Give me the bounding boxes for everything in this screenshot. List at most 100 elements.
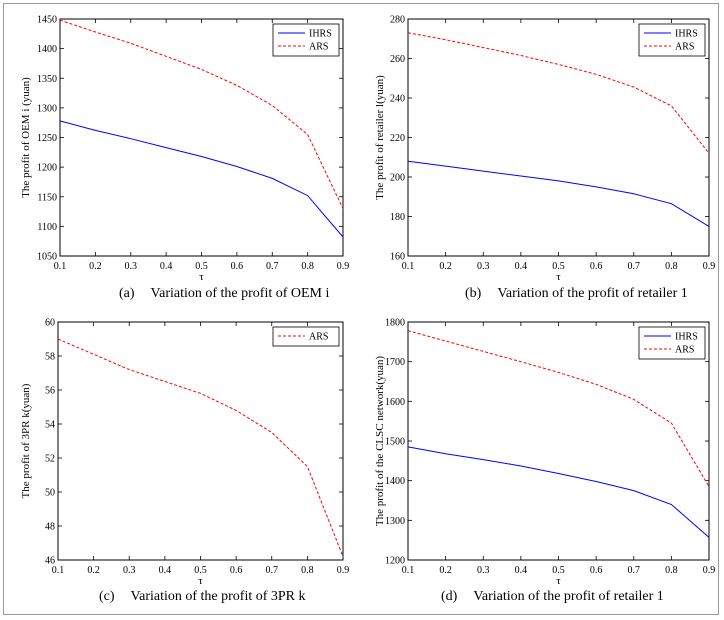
caption-d: (d) Variation of the profit of retailer 1 [441, 589, 664, 605]
x-tick-label-c: 0.2 [87, 565, 100, 576]
x-tick-label-c: 0.6 [230, 565, 243, 576]
x-tick-label-d: 0.7 [628, 565, 641, 576]
caption-b-label: (b) [465, 286, 482, 301]
chart-d: 0.1 0.2 0.3 0.4 0.5 0.6 0.7 0.8 0.9 1200 1300 1400 1… [374, 318, 715, 588]
y-tick-label-d: 1500 [385, 437, 405, 448]
plot-area-c [57, 321, 344, 561]
legend-c: ARS [272, 326, 340, 347]
x-tick-label-c: 0.1 [52, 565, 65, 576]
x-tick-label-d: 0.1 [402, 565, 415, 576]
y-tick-label-b: 220 [390, 133, 405, 144]
series-line-ars-c [57, 338, 344, 557]
legend-label-ars-a: ARS [309, 42, 328, 53]
x-tick-label-c: 0.4 [159, 565, 172, 576]
y-tick-label-c: 58 [45, 352, 55, 363]
y-tick-label-d: 1300 [385, 516, 405, 527]
legend-label-ars-c: ARS [309, 332, 328, 343]
y-tick-label-c: 50 [45, 488, 55, 499]
x-tick-label-c: 0.9 [337, 565, 350, 576]
x-tick-label-d: 0.2 [439, 565, 452, 576]
y-tick-label-a: 1250 [37, 133, 57, 144]
series-line-ihrs-a [59, 120, 344, 238]
y-tick-label-a: 1100 [37, 222, 57, 233]
y-tick-label-c: 56 [45, 386, 55, 397]
caption-d-label: (d) [441, 589, 458, 604]
x-tick-label-a: 0.8 [301, 261, 314, 272]
caption-c-label: (c) [99, 589, 115, 604]
x-tick-label-d: 0.3 [477, 565, 490, 576]
x-axis-label-c: τ [198, 575, 203, 587]
y-tick-label-a: 1150 [37, 192, 57, 203]
x-tick-label-b: 0.9 [703, 261, 716, 272]
x-tick-label-c: 0.3 [123, 565, 136, 576]
y-tick-label-c: 60 [45, 318, 55, 329]
x-tick-label-b: 0.7 [628, 261, 641, 272]
legend-b: IHRS ARS [638, 23, 706, 57]
y-axis-label-d: The profit of the CLSC network(yuan) [374, 356, 386, 526]
plot-area-d [407, 321, 710, 561]
x-tick-label-d: 0.5 [552, 565, 565, 576]
legend-a: IHRS ARS [272, 23, 340, 57]
y-tick-label-b: 280 [390, 15, 405, 26]
y-axis-label-c: The profit of 3PR k(yuan) [20, 383, 32, 498]
x-axis-label-b: τ [556, 271, 561, 283]
y-tick-label-a: 1050 [37, 252, 57, 263]
x-axis-label-a: τ [199, 271, 204, 283]
legend-label-ars-b: ARS [675, 42, 694, 53]
y-tick-label-d: 1600 [385, 397, 405, 408]
x-tick-label-a: 0.2 [89, 261, 102, 272]
y-tick-label-d: 1200 [385, 556, 405, 567]
y-tick-label-b: 200 [390, 173, 405, 184]
series-line-ihrs-b [407, 160, 710, 227]
x-tick-label-d: 0.8 [665, 565, 678, 576]
y-tick-label-a: 1200 [37, 163, 57, 174]
y-tick-label-d: 1700 [385, 357, 405, 368]
y-tick-label-b: 240 [390, 94, 405, 105]
caption-a-label: (a) [119, 286, 135, 301]
chart-c: 0.1 0.2 0.3 0.4 0.5 0.6 0.7 0.8 0.9 46 48 50 52 54 56 5… [20, 318, 349, 588]
plot-area-b [407, 18, 710, 257]
x-tick-label-d: 0.4 [515, 565, 528, 576]
y-tick-label-b: 260 [390, 54, 405, 65]
x-tick-label-d: 0.6 [590, 565, 603, 576]
x-tick-label-b: 0.1 [402, 261, 415, 272]
chart-a: 0.1 0.2 0.3 0.4 0.5 0.6 0.7 0.8 0.9 1050 1100 1150 1… [20, 15, 349, 284]
y-tick-label-b: 160 [390, 252, 405, 263]
legend-label-ihrs-b: IHRS [675, 29, 698, 40]
caption-c: (c) Variation of the profit of 3PR k [99, 589, 306, 605]
caption-d-text: Variation of the profit of retailer 1 [473, 589, 664, 604]
x-tick-label-b: 0.5 [552, 261, 565, 272]
x-tick-label-b: 0.6 [590, 261, 603, 272]
y-tick-label-c: 48 [45, 522, 55, 533]
x-tick-label-a: 0.3 [125, 261, 138, 272]
y-tick-label-a: 1350 [37, 74, 57, 85]
x-axis-label-d: τ [556, 575, 561, 587]
y-tick-label-c: 54 [45, 420, 55, 431]
caption-a: (a) Variation of the profit of OEM i [119, 286, 329, 302]
x-tick-label-b: 0.2 [439, 261, 452, 272]
x-tick-label-c: 0.8 [301, 565, 314, 576]
series-line-ars-d [407, 330, 710, 487]
x-tick-label-a: 0.6 [231, 261, 244, 272]
y-tick-label-b: 180 [390, 212, 405, 223]
y-tick-label-a: 1300 [37, 103, 57, 114]
x-tick-label-b: 0.4 [515, 261, 528, 272]
y-axis-label-b: The profit of retailer l(yuan) [374, 75, 386, 200]
legend-box-c [272, 326, 340, 347]
y-tick-label-c: 52 [45, 454, 55, 465]
caption-b-text: Variation of the profit of retailer 1 [497, 286, 688, 301]
caption-c-text: Variation of the profit of 3PR k [130, 589, 306, 604]
legend-d: IHRS ARS [638, 326, 706, 360]
x-tick-label-b: 0.8 [665, 261, 678, 272]
x-tick-label-b: 0.3 [477, 261, 490, 272]
legend-box-a [272, 23, 340, 57]
y-axis-label-a: The profit of OEM i (yuan) [20, 77, 32, 198]
x-tick-label-c: 0.5 [194, 565, 207, 576]
y-tick-label-c: 46 [45, 556, 55, 567]
chart-b: 0.1 0.2 0.3 0.4 0.5 0.6 0.7 0.8 0.9 160 180 200 220 2… [374, 15, 715, 284]
x-tick-label-a: 0.7 [266, 261, 279, 272]
legend-box-b [638, 23, 706, 57]
x-tick-label-a: 0.5 [195, 261, 208, 272]
x-tick-label-c: 0.7 [266, 565, 279, 576]
